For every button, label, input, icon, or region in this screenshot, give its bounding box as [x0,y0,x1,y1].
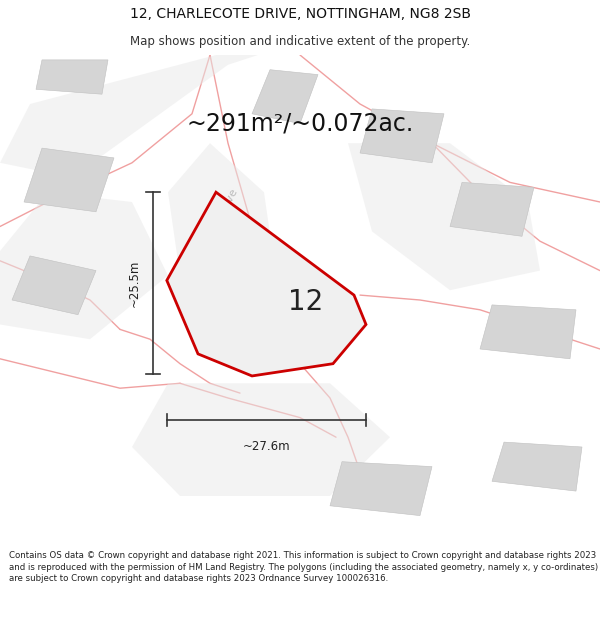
Text: ~27.6m: ~27.6m [242,441,290,454]
Polygon shape [0,192,168,339]
Text: Charlecote Drive: Charlecote Drive [187,188,239,275]
Text: ~291m²/~0.072ac.: ~291m²/~0.072ac. [187,112,413,136]
Text: ~25.5m: ~25.5m [127,259,140,306]
Polygon shape [132,383,390,496]
Polygon shape [167,192,366,376]
Polygon shape [360,109,444,162]
Polygon shape [24,148,114,212]
Polygon shape [348,143,540,290]
Polygon shape [168,143,288,359]
Text: Map shows position and indicative extent of the property.: Map shows position and indicative extent… [130,35,470,48]
Text: 12, CHARLECOTE DRIVE, NOTTINGHAM, NG8 2SB: 12, CHARLECOTE DRIVE, NOTTINGHAM, NG8 2S… [130,7,470,21]
Polygon shape [12,256,96,315]
Polygon shape [492,442,582,491]
Polygon shape [450,182,534,236]
Text: 12: 12 [288,289,323,316]
Polygon shape [36,60,108,94]
Polygon shape [480,305,576,359]
Polygon shape [330,462,432,516]
Text: Contains OS data © Crown copyright and database right 2021. This information is : Contains OS data © Crown copyright and d… [9,551,598,582]
Polygon shape [0,55,258,178]
Polygon shape [252,70,318,124]
